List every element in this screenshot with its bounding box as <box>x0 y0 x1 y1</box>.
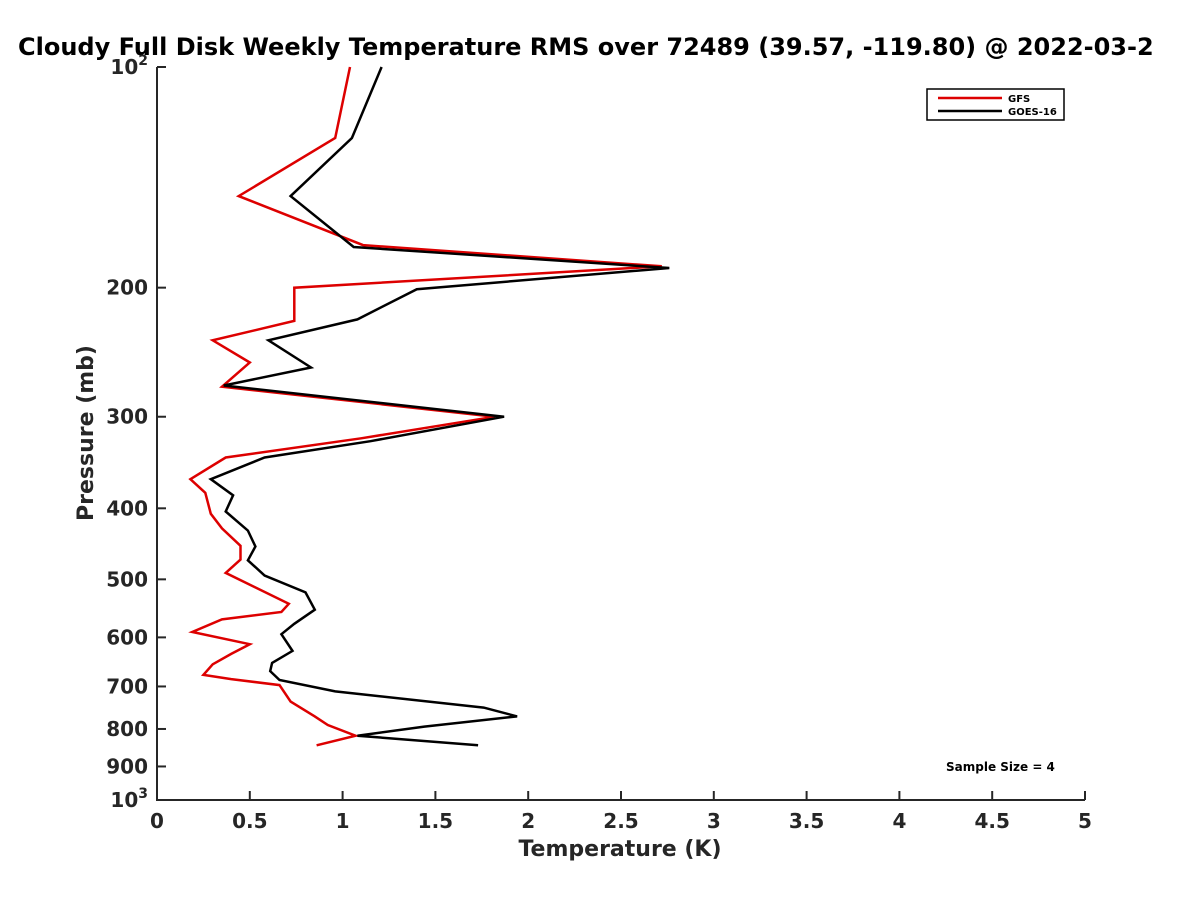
series-line-goes-16 <box>208 66 670 747</box>
x-tick-label: 3 <box>707 809 721 833</box>
y-tick-label: 600 <box>106 625 148 649</box>
y-tick-label: 900 <box>106 754 148 778</box>
x-tick-label: 3.5 <box>789 809 824 833</box>
y-tick-label: 300 <box>106 405 148 429</box>
y-tick-label-text: 10 <box>110 788 138 812</box>
y-tick-label-text: 600 <box>106 625 148 649</box>
x-ticks: 0 0.5 1 1.5 2 2.5 3 3.5 4 4.5 5 <box>150 791 1092 833</box>
y-tick-label-text: 400 <box>106 496 148 520</box>
x-tick-label: 4.5 <box>974 809 1009 833</box>
x-axis-label: Temperature (K) <box>518 837 721 862</box>
legend-label-gfs: GFS <box>1008 94 1030 105</box>
series-layer <box>188 66 670 747</box>
y-tick-label-text: 900 <box>106 754 148 778</box>
chart-title: Cloudy Full Disk Weekly Temperature RMS … <box>18 33 1154 61</box>
plot-area <box>156 67 1085 801</box>
y-tick-exponent: 3 <box>138 786 148 802</box>
y-tick-label: 500 <box>106 567 148 591</box>
y-tick-label: 200 <box>106 276 148 300</box>
x-tick-label: 2 <box>521 809 535 833</box>
x-tick-label: 0.5 <box>232 809 267 833</box>
y-tick-label: 102 <box>110 53 148 79</box>
y-tick-label-text: 500 <box>106 567 148 591</box>
x-tick-label: 2.5 <box>603 809 638 833</box>
series-line-gfs <box>188 66 662 747</box>
y-tick-label-text: 800 <box>106 717 148 741</box>
y-tick-label: 700 <box>106 674 148 698</box>
x-tick-label: 0 <box>150 809 164 833</box>
x-tick-label: 1 <box>336 809 350 833</box>
legend-label-goes-16: GOES-16 <box>1008 107 1057 118</box>
y-tick-label: 400 <box>106 496 148 520</box>
y-tick-label: 103 <box>110 786 148 812</box>
y-axis-label: Pressure (mb) <box>74 345 99 521</box>
legend: GFS GOES-16 <box>926 88 1065 121</box>
y-tick-label-text: 700 <box>106 674 148 698</box>
sample-size-annotation: Sample Size = 4 <box>946 760 1055 774</box>
legend-box <box>926 88 1065 121</box>
y-tick-label-text: 300 <box>106 405 148 429</box>
y-tick-label-text: 200 <box>106 276 148 300</box>
y-tick-label: 800 <box>106 717 148 741</box>
x-tick-label: 1.5 <box>418 809 453 833</box>
y-tick-exponent: 2 <box>138 53 148 69</box>
x-tick-label: 4 <box>892 809 906 833</box>
x-tick-label: 5 <box>1078 809 1092 833</box>
y-tick-label-text: 10 <box>110 55 138 79</box>
